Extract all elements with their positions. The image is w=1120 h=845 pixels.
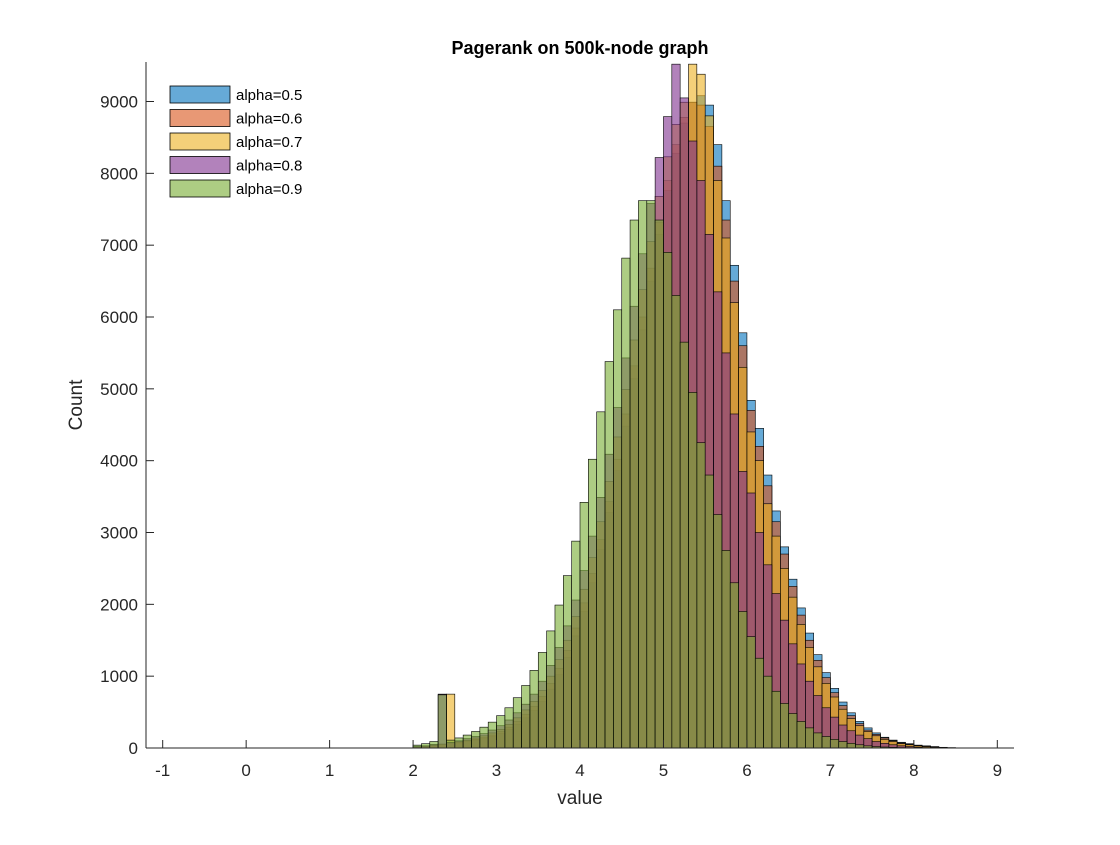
bar-alpha=0.9-11 (505, 708, 513, 748)
x-tick-label: 8 (909, 761, 918, 780)
bar-alpha=0.9-31 (672, 295, 680, 748)
x-tick-label: 0 (241, 761, 250, 780)
bar-alpha=0.9-19 (572, 541, 580, 748)
bar-alpha=0.9-21 (588, 459, 596, 748)
bar-alpha=0.9-20 (580, 502, 588, 748)
x-tick-label: 5 (659, 761, 668, 780)
bar-alpha=0.9-25 (622, 258, 630, 748)
y-tick-label: 0 (129, 739, 138, 758)
bar-alpha=0.9-39 (739, 612, 747, 748)
bar-alpha=0.9-1 (421, 744, 429, 748)
x-tick-label: 4 (575, 761, 584, 780)
legend-label-alpha=0.6: alpha=0.6 (236, 111, 302, 128)
bar-alpha=0.9-36 (714, 515, 722, 748)
bar-alpha=0.9-30 (663, 252, 671, 748)
y-tick-label: 9000 (100, 93, 138, 112)
bar-alpha=0.9-17 (555, 605, 563, 748)
bar-alpha=0.9-47 (805, 728, 813, 748)
bar-alpha=0.9-18 (563, 576, 571, 748)
bar-alpha=0.9-13 (522, 686, 530, 748)
bar-alpha=0.9-3 (438, 695, 446, 748)
bar-alpha=0.9-14 (530, 670, 538, 748)
bar-alpha=0.9-24 (613, 310, 621, 748)
bar-alpha=0.9-26 (630, 220, 638, 748)
bar-alpha=0.9-7 (472, 731, 480, 748)
bar-alpha=0.9-43 (772, 691, 780, 748)
bar-alpha=0.9-4 (446, 740, 454, 748)
x-tick-label: 2 (408, 761, 417, 780)
bar-alpha=0.9-23 (605, 362, 613, 748)
bar-alpha=0.9-16 (547, 631, 555, 748)
chart-title: Pagerank on 500k-node graph (451, 38, 708, 58)
bar-alpha=0.9-34 (697, 443, 705, 748)
x-tick-label: 7 (826, 761, 835, 780)
bar-alpha=0.9-15 (538, 652, 546, 748)
bar-alpha=0.9-27 (638, 201, 646, 748)
x-axis-label: value (557, 788, 602, 809)
bar-alpha=0.9-41 (755, 658, 763, 748)
legend-label-alpha=0.5: alpha=0.5 (236, 87, 302, 104)
bar-alpha=0.9-40 (747, 637, 755, 748)
bar-alpha=0.9-10 (497, 716, 505, 748)
y-tick-label: 4000 (100, 452, 138, 471)
bar-alpha=0.9-42 (764, 676, 772, 748)
legend-swatch-alpha=0.6 (170, 110, 230, 127)
bar-alpha=0.9-38 (730, 583, 738, 748)
x-tick-label: 1 (325, 761, 334, 780)
bar-alpha=0.9-44 (780, 703, 788, 748)
legend-swatch-alpha=0.5 (170, 86, 230, 103)
bar-alpha=0.9-12 (513, 698, 521, 748)
bar-alpha=0.9-33 (689, 392, 697, 748)
bar-alpha=0.9-29 (655, 220, 663, 748)
legend: alpha=0.5 alpha=0.6 alpha=0.7 alpha=0.8 alph… (164, 80, 320, 198)
y-tick-label: 7000 (100, 236, 138, 255)
y-tick-label: 2000 (100, 595, 138, 614)
legend-swatch-alpha=0.8 (170, 157, 230, 174)
bar-alpha=0.9-49 (822, 737, 830, 748)
bar-alpha=0.9-37 (722, 550, 730, 748)
bar-alpha=0.9-6 (463, 735, 471, 748)
bar-alpha=0.9-51 (839, 742, 847, 748)
legend-label-alpha=0.9: alpha=0.9 (236, 181, 302, 198)
bar-alpha=0.9-52 (847, 743, 855, 748)
x-tick-label: -1 (155, 761, 170, 780)
legend-swatch-alpha=0.9 (170, 180, 230, 197)
y-axis-label: Count (66, 379, 87, 430)
legend-label-alpha=0.8: alpha=0.8 (236, 158, 302, 175)
bar-alpha=0.9-9 (488, 722, 496, 748)
bar-alpha=0.9-48 (814, 733, 822, 748)
bar-alpha=0.9-5 (455, 738, 463, 748)
bar-alpha=0.9-45 (789, 714, 797, 748)
bar-alpha=0.9-50 (830, 739, 838, 748)
y-tick-label: 8000 (100, 164, 138, 183)
x-tick-label: 3 (492, 761, 501, 780)
bar-alpha=0.9-35 (705, 475, 713, 748)
y-tick-label: 6000 (100, 308, 138, 327)
legend-label-alpha=0.7: alpha=0.7 (236, 134, 302, 151)
y-tick-label: 1000 (100, 667, 138, 686)
y-tick-label: 3000 (100, 524, 138, 543)
bar-alpha=0.9-2 (430, 742, 438, 748)
bar-alpha=0.9-8 (480, 727, 488, 748)
bar-alpha=0.9-28 (647, 201, 655, 748)
bar-alpha=0.9-46 (797, 721, 805, 748)
bar-alpha=0.9-32 (680, 342, 688, 748)
x-tick-label: 6 (742, 761, 751, 780)
x-tick-label: 9 (993, 761, 1002, 780)
legend-swatch-alpha=0.7 (170, 133, 230, 150)
y-tick-label: 5000 (100, 380, 138, 399)
bar-alpha=0.9-22 (597, 412, 605, 748)
